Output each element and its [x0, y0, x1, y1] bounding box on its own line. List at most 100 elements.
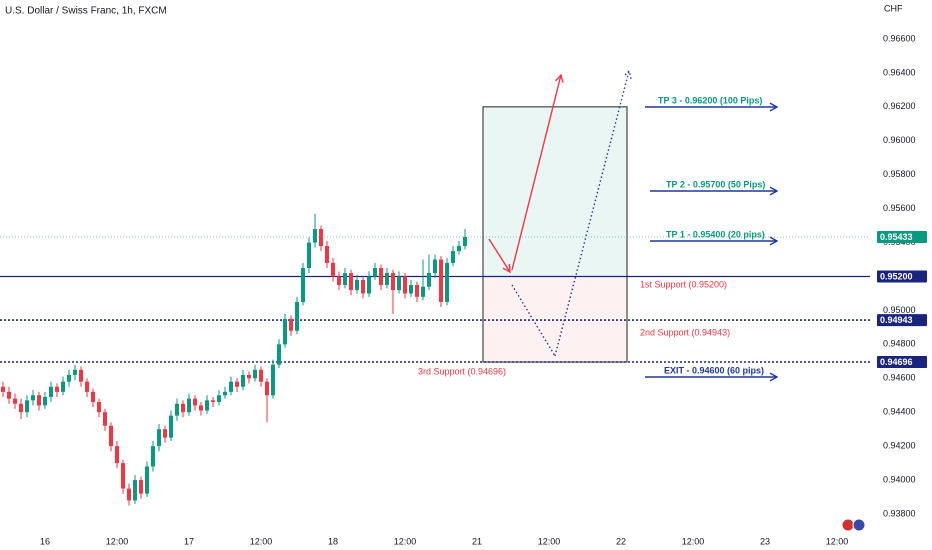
candle-body	[271, 364, 275, 396]
price-box	[877, 356, 927, 368]
x-tick-label: 17	[184, 536, 194, 546]
candle-body	[109, 425, 113, 447]
candle-body	[1, 386, 5, 392]
annotation: TP 3 - 0.96200 (100 Pips)	[658, 95, 762, 105]
candle-body	[403, 276, 407, 294]
candle-body	[193, 398, 197, 406]
candle-body	[61, 381, 65, 392]
candle-body	[85, 381, 89, 392]
chart-title: U.S. Dollar / Swiss Franc, 1h, FXCM	[5, 6, 167, 17]
price-box	[877, 314, 927, 327]
y-tick-label: 0.94600	[883, 373, 916, 383]
flags	[841, 518, 866, 532]
candle-body	[319, 229, 323, 246]
candle-body	[187, 398, 191, 413]
candle-body	[265, 381, 269, 396]
arrow-line	[511, 74, 562, 271]
candle-body	[37, 395, 41, 406]
candle-body	[175, 403, 179, 416]
candle-body	[253, 369, 257, 379]
candle-body	[7, 391, 11, 399]
x-tick-label: 12:00	[250, 536, 273, 546]
arrow-head	[502, 263, 511, 274]
annotation: 3rd Support (0.94696)	[418, 366, 506, 376]
candle-body	[451, 251, 455, 263]
candle-body	[121, 463, 125, 489]
annotation: TP 2 - 0.95700 (50 Pips)	[666, 179, 765, 189]
candle-body	[349, 273, 353, 291]
candle-body	[463, 236, 467, 246]
arrow-head	[769, 372, 779, 382]
candle-body	[103, 412, 107, 426]
candle-body	[235, 381, 239, 387]
arrow-line	[554, 70, 630, 357]
price-box-label: 0.95433	[880, 232, 913, 242]
annotation: 2nd Support (0.94943)	[640, 327, 730, 337]
candle-body	[367, 276, 371, 294]
projection-path	[511, 284, 556, 357]
y-tick-label: 0.93800	[883, 508, 916, 518]
candle-body	[151, 446, 155, 467]
candle-body	[301, 268, 305, 302]
candle-body	[97, 402, 101, 413]
arrow-head	[623, 69, 632, 79]
candle-body	[343, 273, 347, 285]
candle-body	[79, 369, 83, 382]
y-tick-label: 0.96600	[883, 33, 916, 43]
target-zone	[482, 106, 628, 277]
annotation: 1st Support (0.95200)	[640, 279, 727, 289]
y-tick-label: 0.96000	[883, 135, 916, 145]
arrow-head	[769, 186, 779, 196]
candle-body	[247, 374, 251, 379]
x-tick-label: 12:00	[826, 536, 849, 546]
candle-body	[13, 398, 17, 404]
candle-body	[409, 284, 413, 294]
candle-body	[73, 369, 77, 375]
arrow-head	[769, 102, 779, 112]
candle-body	[379, 268, 383, 285]
price-box	[877, 270, 927, 283]
candle-body	[31, 395, 35, 401]
candle-body	[445, 262, 449, 302]
candle-body	[217, 395, 221, 403]
candle-body	[361, 279, 365, 294]
candle-body	[439, 259, 443, 302]
y-tick-label: 0.96200	[883, 101, 916, 111]
candle-body	[241, 374, 245, 387]
arrow-head	[769, 236, 779, 246]
candle-body	[289, 318, 293, 331]
candle-body	[157, 429, 161, 447]
arrow-line	[488, 238, 511, 273]
candle-body	[205, 400, 209, 411]
y-tick-label: 0.94000	[883, 474, 916, 484]
x-tick-label: 12:00	[394, 536, 417, 546]
candle-body	[169, 415, 173, 438]
candle-body	[433, 259, 437, 274]
y-unit: CHF	[884, 3, 903, 13]
candle-body	[139, 480, 143, 494]
candle-body	[421, 286, 425, 297]
candle-body	[223, 391, 227, 396]
candle-body	[199, 405, 203, 411]
y-tick-label: 0.94800	[883, 339, 916, 349]
candle-body	[415, 284, 419, 297]
candle-body	[355, 279, 359, 291]
candle-body	[25, 400, 29, 413]
price-box	[877, 230, 927, 243]
candle-body	[67, 374, 71, 382]
candle-body	[211, 400, 215, 403]
candle-body	[313, 229, 317, 243]
x-tick-label: 22	[616, 536, 626, 546]
x-tick-label: 21	[472, 536, 482, 546]
candle-body	[337, 276, 341, 285]
candle-body	[127, 488, 131, 501]
x-tick-label: 23	[760, 536, 770, 546]
y-tick-label: 0.96400	[883, 67, 916, 77]
candle-body	[307, 242, 311, 269]
candle-body	[49, 386, 53, 397]
stop-zone	[482, 276, 628, 363]
y-tick-label: 0.95000	[883, 305, 916, 315]
candle-body	[373, 268, 377, 277]
price-box-label: 0.95200	[880, 271, 913, 281]
candle-body	[385, 273, 389, 285]
